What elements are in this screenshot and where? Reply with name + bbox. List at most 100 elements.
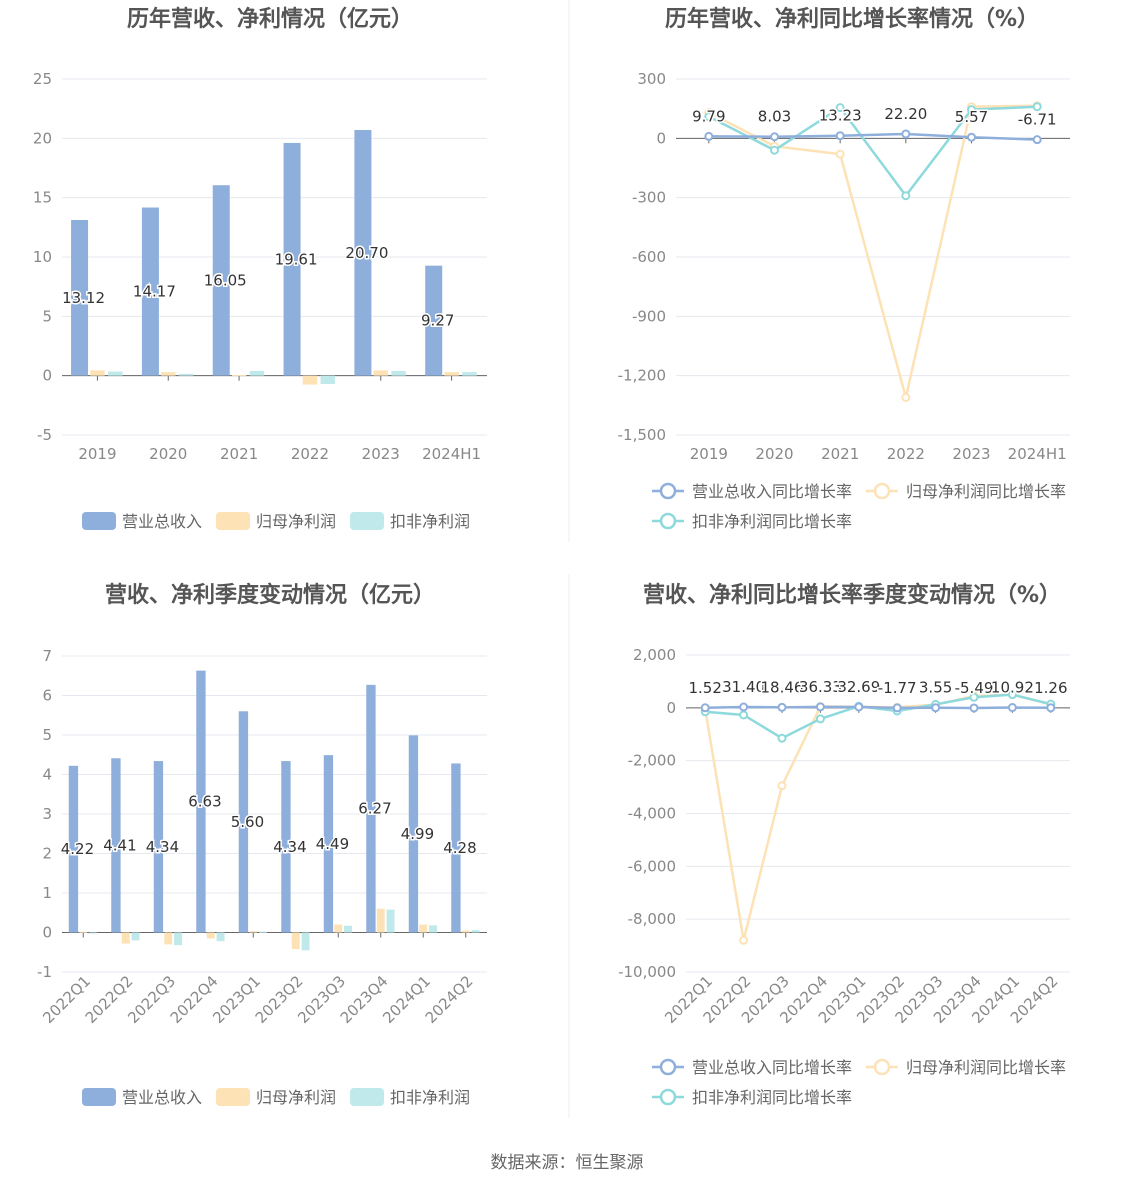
- data-label: -6.71: [1018, 111, 1057, 129]
- series-line: [705, 693, 1052, 740]
- x-tick-label: 2024H1: [1008, 445, 1067, 463]
- legend-swatch: [82, 512, 116, 530]
- data-point: [967, 132, 976, 142]
- bar: [444, 372, 459, 376]
- x-tick-label: 2024H1: [422, 445, 481, 463]
- bar: [90, 370, 105, 376]
- data-label: 13.12: [62, 289, 105, 307]
- legend-label: 扣非净利润: [390, 512, 470, 531]
- y-tick-label: 1: [42, 884, 52, 902]
- data-label: 10.92: [991, 679, 1034, 697]
- data-point: [704, 131, 714, 141]
- bar: [259, 931, 268, 933]
- bar: [291, 932, 300, 950]
- chart-title: 历年营收、净利情况（亿元）: [127, 6, 413, 32]
- legend-marker: [873, 482, 891, 500]
- bar: [461, 930, 470, 933]
- y-tick-label: -1,200: [618, 367, 666, 385]
- bar: [419, 924, 428, 933]
- x-tick-label: 2023: [362, 445, 400, 463]
- data-label: 1.26: [1034, 679, 1067, 697]
- bar: [216, 932, 225, 942]
- legend-swatch: [350, 1088, 384, 1106]
- x-tick-label: 2021: [220, 445, 258, 463]
- data-point: [969, 692, 979, 702]
- bar: [302, 375, 318, 385]
- data-point: [739, 702, 749, 712]
- bar: [283, 142, 301, 376]
- data-label: 5.57: [955, 108, 988, 126]
- y-tick-label: -4,000: [628, 805, 676, 823]
- data-label: 31.40: [722, 678, 765, 696]
- data-point: [835, 131, 845, 141]
- data-label: -5.49: [955, 679, 994, 697]
- data-label: 4.22: [61, 840, 94, 858]
- legend-swatch: [350, 512, 384, 530]
- data-label: 32.69: [837, 678, 880, 696]
- series-line: [703, 693, 1052, 941]
- data-label: 4.34: [273, 838, 306, 856]
- bar: [391, 370, 406, 376]
- y-tick-label: 15: [33, 189, 52, 207]
- data-label: -1.77: [878, 679, 917, 697]
- data-point: [777, 702, 787, 712]
- annual-revenue-profit-chart: 历年营收、净利情况（亿元） -5 0 5 10 15 20 25 2019 2020 2021 202…: [33, 6, 487, 531]
- bar: [89, 932, 98, 934]
- data-label: 3.55: [919, 679, 952, 697]
- x-tick-label: 2024Q2: [422, 972, 477, 1027]
- bar: [153, 761, 164, 933]
- bar: [131, 932, 140, 941]
- x-tick-label: 2023: [952, 445, 990, 463]
- legend-marker: [659, 1088, 677, 1106]
- data-label: 4.49: [316, 835, 349, 853]
- y-tick-label: 25: [33, 70, 52, 88]
- y-tick-label: 300: [637, 70, 666, 88]
- bar: [141, 207, 159, 376]
- legend-label: 扣非净利润同比增长率: [692, 512, 852, 531]
- x-tick-label: 2022: [887, 445, 925, 463]
- legend-label: 营业总收入同比增长率: [692, 482, 852, 501]
- legend-label: 归母净利润: [256, 512, 336, 531]
- data-label: 19.61: [275, 250, 318, 268]
- data-point: [1007, 690, 1017, 700]
- legend-label: 扣非净利润同比增长率: [692, 1088, 852, 1107]
- data-point: [892, 703, 902, 713]
- y-tick-label: -1,500: [618, 426, 666, 444]
- data-point: [931, 703, 941, 713]
- series-line: [708, 105, 1038, 198]
- data-label: 9.79: [692, 107, 725, 125]
- x-tick-label: 2021: [821, 445, 859, 463]
- data-label: 6.63: [188, 793, 221, 811]
- y-tick-label: -1: [37, 963, 52, 981]
- bar: [320, 375, 335, 384]
- data-point: [770, 132, 779, 142]
- bar: [425, 265, 443, 376]
- legend-swatch: [216, 1088, 250, 1106]
- legend-label: 营业总收入: [122, 512, 202, 531]
- quarterly-growth-rate-chart: 营收、净利同比增长率季度变动情况（%） -10,000 -8,000 -6,000 -4…: [618, 582, 1070, 1107]
- bar: [373, 370, 388, 376]
- bar: [238, 711, 249, 933]
- bar: [178, 373, 194, 376]
- legend-marker: [659, 482, 677, 500]
- legend-swatch: [216, 512, 250, 530]
- data-point: [967, 105, 976, 115]
- y-tick-label: 2: [42, 845, 52, 863]
- y-tick-label: 2,000: [633, 646, 676, 664]
- y-tick-label: 4: [42, 766, 52, 784]
- data-point: [777, 781, 787, 791]
- y-tick-label: 10: [33, 248, 52, 266]
- legend-label: 归母净利润同比增长率: [906, 1058, 1066, 1077]
- data-point: [835, 103, 845, 113]
- data-label: 4.99: [401, 825, 434, 843]
- data-label: 36.33: [799, 678, 842, 696]
- data-point: [1046, 703, 1056, 713]
- data-label: 13.23: [819, 107, 862, 125]
- bar: [164, 932, 173, 945]
- bar: [174, 932, 183, 946]
- data-point: [901, 191, 911, 201]
- bar: [301, 932, 310, 951]
- bar: [121, 932, 130, 944]
- y-tick-label: -6,000: [628, 857, 676, 875]
- data-label: 4.28: [443, 839, 476, 857]
